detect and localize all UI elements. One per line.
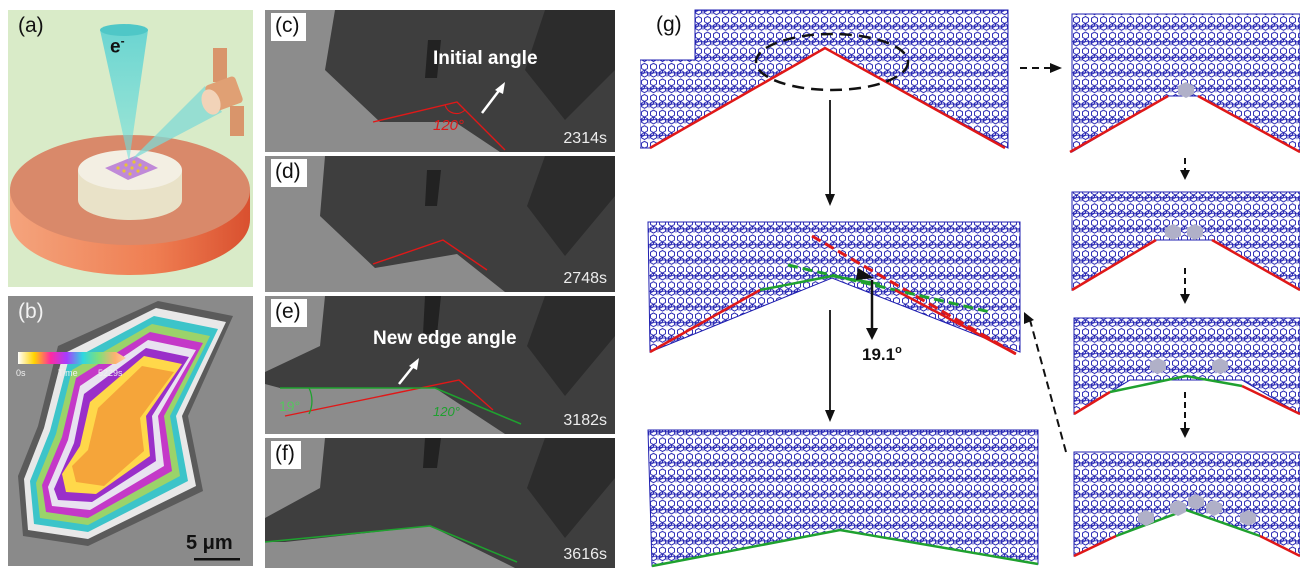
dashed-arrow-back xyxy=(1029,319,1067,453)
angle-unit-g: o xyxy=(895,344,902,356)
edge-line-red xyxy=(284,379,494,417)
time-colorbar xyxy=(18,352,126,364)
annotation-c: Initial angle xyxy=(433,48,538,69)
panel-c: 120° Initial angle (c) 2314s xyxy=(265,10,615,152)
edge-line-green xyxy=(280,387,522,425)
panel-f: (f) 3616s xyxy=(265,438,615,568)
arrow-c xyxy=(481,87,502,114)
panel-label-d: (d) xyxy=(271,159,307,187)
panel-b: (b) 0s Time 5229s 5 μm xyxy=(8,296,253,566)
scale-bar xyxy=(194,558,240,561)
lattice-step-2 xyxy=(1071,191,1300,291)
angle-label-c: 120° xyxy=(433,117,464,134)
red-edge-middle-right xyxy=(894,288,1017,356)
timestamp-c: 2314s xyxy=(563,130,607,147)
detector-cone xyxy=(131,86,222,160)
growth-map xyxy=(18,301,240,561)
angle-label-e-left: 19° xyxy=(279,398,300,414)
edge-line-red xyxy=(372,101,506,151)
panel-label-g: (g) xyxy=(652,12,688,40)
panel-a-illustration xyxy=(10,24,250,275)
timestamp-e: 3182s xyxy=(563,412,607,429)
highlight-ellipse xyxy=(754,32,910,92)
sem-image-f xyxy=(265,438,615,568)
angle-label-g: 19.1 xyxy=(862,345,895,364)
lattice-initial xyxy=(640,9,1009,149)
panel-e: 19° 120° New edge angle (e) 3182s xyxy=(265,296,615,434)
green-dashed-line xyxy=(787,263,991,314)
angle-wedge xyxy=(856,268,874,280)
timestamp-f: 3616s xyxy=(563,546,607,563)
timestamp-d: 2748s xyxy=(563,270,607,287)
svg-text:19.1o: 19.1o xyxy=(862,344,902,364)
scale-bar-label: 5 μm xyxy=(186,532,233,554)
detector-icon xyxy=(201,48,244,136)
panel-label-e: (e) xyxy=(271,299,307,327)
sem-image-e: 19° 120° New edge angle xyxy=(265,296,615,434)
edge-line-green xyxy=(265,525,518,563)
lattice-middle xyxy=(647,221,1021,353)
beam-label-sup: - xyxy=(120,34,125,48)
sem-image-c: 120° Initial angle xyxy=(325,10,615,152)
panel-d: (d) 2748s xyxy=(265,156,615,292)
colorbar-end-label: 5229s xyxy=(98,368,123,378)
sem-image-d xyxy=(320,156,615,292)
red-edge-middle-left xyxy=(649,288,761,354)
colorbar-mid-label: Time xyxy=(58,368,78,378)
electron-beam xyxy=(100,30,148,162)
lattice-step-3 xyxy=(1073,317,1300,415)
panel-label-a: (a) xyxy=(18,14,44,37)
panel-a: e- (a) xyxy=(8,10,253,287)
lattice-schematic: 19.1o xyxy=(640,9,1300,568)
red-edge-initial xyxy=(649,46,1006,150)
red-dashed-line xyxy=(811,234,1017,356)
lattice-final xyxy=(647,429,1039,567)
edge-line-red xyxy=(372,239,488,271)
annotation-e: New edge angle xyxy=(373,328,517,349)
angle-label-e-right: 120° xyxy=(433,404,460,419)
panel-label-f: (f) xyxy=(271,441,301,469)
green-edge-final xyxy=(651,528,1039,568)
panel-g: 19.1o xyxy=(640,0,1300,573)
beam-label: e xyxy=(110,36,121,58)
colorbar-start-label: 0s xyxy=(16,368,26,378)
panel-label-b: (b) xyxy=(18,300,44,323)
panel-label-c: (c) xyxy=(271,13,306,41)
